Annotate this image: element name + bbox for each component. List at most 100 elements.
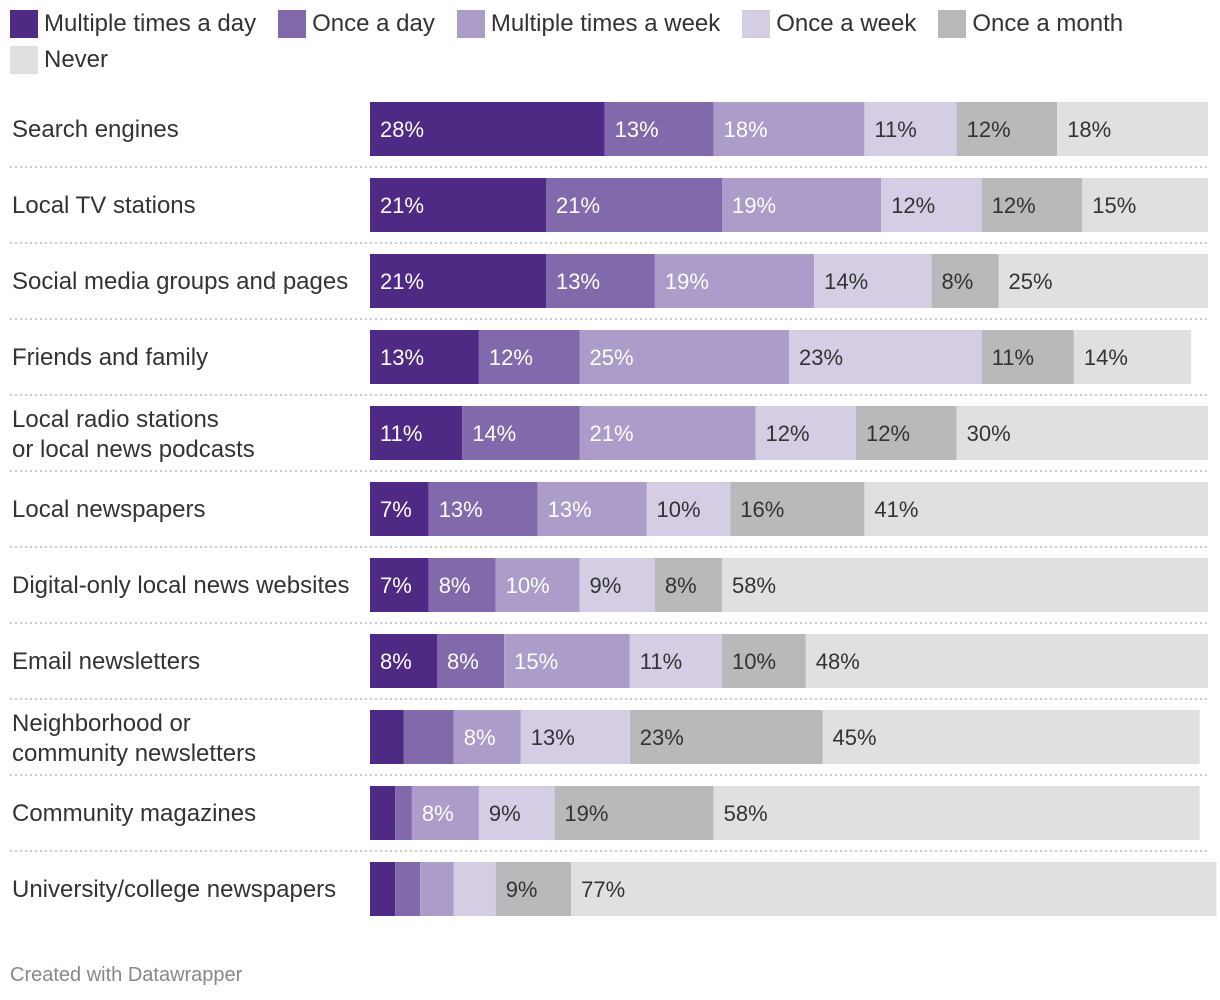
legend-item: Multiple times a day	[10, 10, 256, 38]
bar-segment	[370, 178, 546, 232]
bar-segment	[604, 102, 714, 156]
bar-segment	[629, 710, 823, 764]
bar-segment	[520, 710, 630, 764]
legend-item: Multiple times a week	[456, 10, 720, 38]
bar-segment	[495, 558, 580, 612]
data-label: 10%	[506, 573, 550, 598]
data-label: 28%	[380, 117, 424, 142]
data-label: 14%	[472, 421, 516, 446]
bar-segment	[981, 178, 1083, 232]
bar-segment	[713, 786, 1200, 840]
legend-item: Never	[10, 46, 108, 74]
bar-segment	[814, 254, 932, 308]
bar-segment	[370, 406, 463, 460]
data-label: 21%	[590, 421, 634, 446]
bar-segment	[395, 786, 412, 840]
bar-segment	[629, 634, 722, 688]
data-label: 11%	[380, 421, 422, 446]
bar-segment	[579, 330, 789, 384]
row-label: Local radio stations or local news podcas…	[12, 406, 255, 463]
data-label: 14%	[1084, 345, 1128, 370]
data-label: 10%	[657, 497, 701, 522]
bar-segment	[537, 482, 647, 536]
bar-segment	[428, 482, 538, 536]
legend-swatch	[938, 10, 967, 38]
row-label: Search engines	[12, 116, 179, 143]
bar-segment	[998, 254, 1208, 308]
data-label: 21%	[556, 193, 600, 218]
row-label: Local newspapers	[12, 496, 205, 523]
data-label: 8%	[422, 801, 454, 826]
bar-segment	[579, 406, 756, 460]
data-label: 8%	[942, 269, 974, 294]
data-label: 13%	[439, 497, 483, 522]
bar-segment	[956, 406, 1208, 460]
data-label: 45%	[833, 725, 877, 750]
bar-segment	[864, 102, 957, 156]
legend-swatch	[278, 10, 307, 38]
bar-segment	[931, 254, 999, 308]
bar-segment	[420, 862, 454, 916]
legend-label: Once a day	[312, 10, 435, 37]
data-label: 11%	[640, 649, 682, 674]
bar-segment	[395, 862, 421, 916]
bar-segment	[370, 862, 396, 916]
legend-item: Once a week	[742, 10, 916, 38]
bar-segment	[370, 254, 546, 308]
legend: Multiple times a day Once a day Multiple t…	[10, 10, 1210, 74]
row-label: Email newsletters	[12, 648, 200, 675]
data-label: 8%	[665, 573, 697, 598]
bar-segment	[730, 482, 865, 536]
bar-segment	[403, 710, 454, 764]
bar-segment	[713, 102, 865, 156]
legend-swatch	[10, 46, 38, 74]
data-label: 9%	[590, 573, 622, 598]
data-label: 16%	[740, 497, 784, 522]
data-label: 10%	[732, 649, 776, 674]
data-label: 19%	[732, 193, 776, 218]
row-label: Digital-only local news websites	[12, 572, 349, 599]
bar-segment	[722, 558, 1208, 612]
data-label: 11%	[874, 117, 916, 142]
data-label: 23%	[640, 725, 684, 750]
bar-segment	[504, 634, 630, 688]
data-label: 13%	[548, 497, 592, 522]
bar-segment	[822, 710, 1200, 764]
bar-segment	[881, 178, 982, 232]
bar-segment	[579, 558, 655, 612]
bar-segment	[478, 786, 555, 840]
data-label: 30%	[967, 421, 1011, 446]
data-label: 8%	[439, 573, 471, 598]
row-label: Neighborhood or community newsletters	[12, 710, 256, 767]
bar-segment	[789, 330, 982, 384]
legend-item: Once a day	[278, 10, 435, 38]
bar-segment	[571, 862, 1217, 916]
data-label: 15%	[1092, 193, 1136, 218]
row-label: Friends and family	[12, 344, 208, 371]
row-label: Local TV stations	[12, 192, 196, 219]
data-label: 11%	[992, 345, 1034, 370]
data-label: 41%	[874, 497, 918, 522]
bar-segment	[654, 254, 815, 308]
legend-swatch	[10, 10, 38, 38]
stacked-bar-chart: Search engines 28% 13% 18% 11% 12% 18% Local TV…	[10, 102, 1217, 916]
legend-label: Once a month	[972, 10, 1124, 37]
legend-item: Once a month	[938, 10, 1123, 38]
bar-segment	[370, 710, 404, 764]
data-label: 58%	[724, 801, 768, 826]
row-label: Social media groups and pages	[12, 268, 348, 295]
data-label: 7%	[380, 573, 412, 598]
data-label: 13%	[380, 345, 424, 370]
bar-segment	[546, 254, 655, 308]
bar-segment	[1082, 178, 1208, 232]
data-label: 8%	[464, 725, 496, 750]
data-label: 8%	[380, 649, 412, 674]
bar-segment	[462, 406, 580, 460]
data-label: 19%	[564, 801, 608, 826]
bar-segment	[370, 102, 605, 156]
bar-segment	[546, 178, 722, 232]
bar-segment	[864, 482, 1208, 536]
data-label: 12%	[891, 193, 935, 218]
bar-segment	[722, 634, 806, 688]
bar-segment	[805, 634, 1208, 688]
